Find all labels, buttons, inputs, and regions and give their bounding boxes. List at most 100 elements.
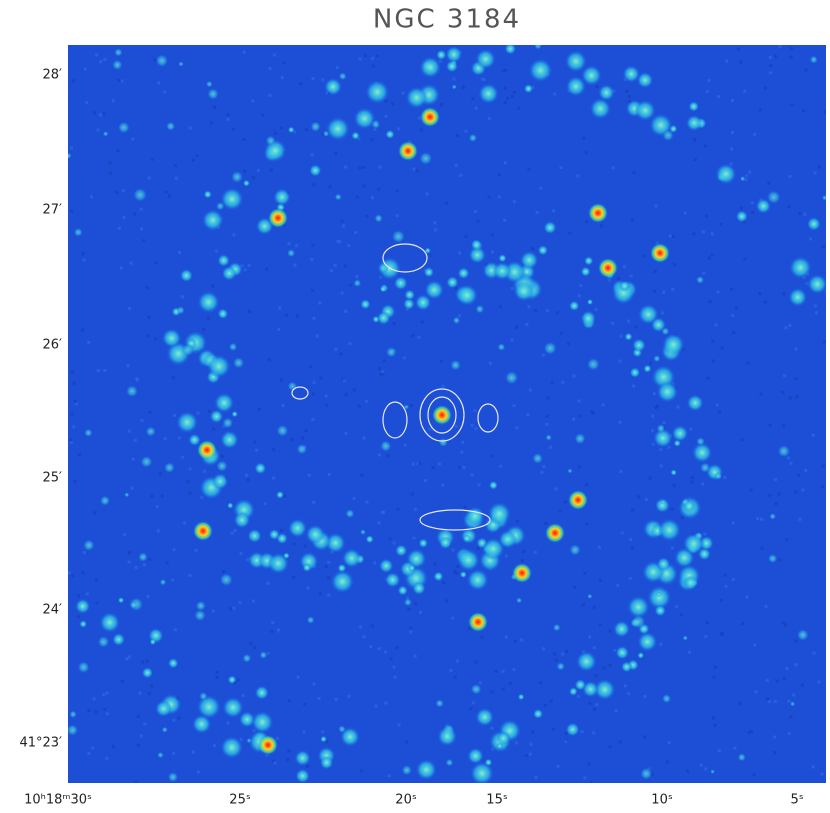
noise (265, 267, 269, 271)
hii-region (436, 49, 447, 60)
noise (395, 646, 399, 650)
hii-region (9, 441, 19, 451)
noise (655, 241, 659, 245)
noise (541, 647, 545, 651)
noise (290, 438, 294, 442)
faint-region (552, 623, 561, 632)
noise (409, 626, 413, 630)
noise (148, 557, 152, 561)
noise (96, 128, 100, 132)
faint-region (587, 593, 593, 599)
x-tick-label: 5ˢ (790, 793, 803, 808)
hii-region (342, 548, 362, 568)
noise (524, 754, 528, 758)
faint-region (176, 306, 185, 315)
noise (270, 630, 274, 634)
noise (365, 214, 369, 218)
noise (459, 173, 463, 177)
hii-region (613, 620, 631, 638)
noise (717, 749, 721, 753)
faint-region (403, 598, 412, 607)
noise (132, 212, 136, 216)
noise (747, 730, 751, 734)
noise (233, 528, 237, 532)
hii-region (589, 98, 611, 120)
noise (672, 484, 676, 488)
noise (480, 635, 484, 639)
hii-region (528, 58, 553, 83)
hii-region (462, 534, 472, 543)
noise (419, 128, 423, 132)
noise (652, 289, 656, 293)
faint-region (232, 357, 245, 369)
noise (410, 492, 414, 496)
noise (594, 674, 598, 678)
noise (433, 221, 437, 225)
noise (630, 218, 634, 222)
faint-region (556, 662, 565, 671)
hii-region (385, 129, 395, 139)
noise (588, 635, 592, 639)
hii-region (212, 473, 229, 490)
noise (377, 647, 381, 651)
hii-region (294, 750, 311, 767)
noise (433, 562, 437, 566)
noise (415, 169, 419, 173)
noise (284, 313, 288, 317)
noise (576, 174, 580, 178)
faint-region (380, 440, 392, 452)
noise (739, 60, 743, 64)
noise (306, 586, 310, 590)
noise (744, 178, 748, 182)
hii-region (415, 759, 437, 781)
bright-region (588, 203, 608, 223)
noise (699, 763, 703, 767)
noise (765, 678, 769, 682)
noise (750, 201, 754, 205)
noise (73, 399, 77, 403)
noise (552, 209, 556, 213)
noise (105, 712, 109, 716)
noise (774, 54, 778, 58)
noise (792, 693, 796, 697)
noise (588, 701, 592, 705)
hii-region (68, 472, 69, 478)
noise (467, 626, 471, 630)
hii-region (487, 502, 511, 526)
noise (73, 480, 77, 484)
noise (790, 103, 794, 107)
noise (474, 660, 478, 664)
noise (561, 380, 565, 384)
noise (411, 462, 415, 466)
noise (111, 745, 115, 749)
noise (510, 95, 514, 99)
noise (584, 151, 588, 155)
noise (81, 328, 85, 332)
noise (279, 378, 283, 382)
noise (384, 99, 388, 103)
noise (708, 300, 712, 304)
noise (710, 253, 714, 257)
hii-region (168, 657, 179, 669)
faint-region (567, 468, 573, 474)
hii-region (149, 638, 157, 646)
noise (312, 381, 316, 385)
noise (659, 464, 663, 468)
noise (268, 67, 272, 71)
faint-region (345, 509, 355, 519)
hii-region (227, 675, 237, 685)
noise (720, 346, 724, 350)
noise (503, 86, 507, 90)
noise (386, 454, 390, 458)
noise (287, 749, 291, 753)
noise (593, 707, 597, 711)
hii-region (457, 549, 480, 572)
noise (568, 231, 572, 235)
noise (355, 275, 359, 279)
noise (545, 414, 549, 418)
noise (87, 340, 91, 344)
faint-region (276, 424, 289, 437)
noise (212, 427, 216, 431)
hii-region (650, 317, 666, 333)
faint-region (83, 539, 95, 552)
